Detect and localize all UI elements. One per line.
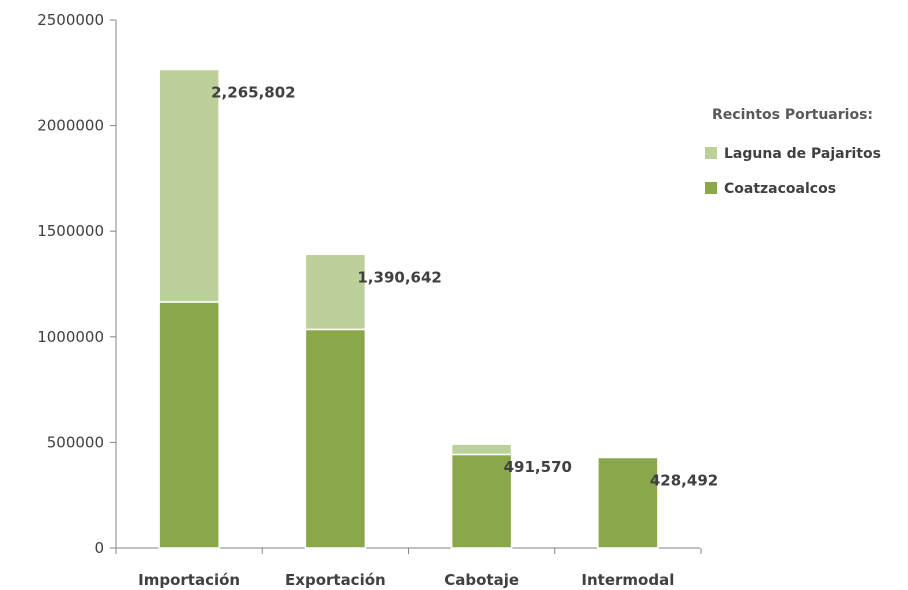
legend-swatch <box>705 147 717 159</box>
bar-segment <box>450 453 513 549</box>
x-category-label: Cabotaje <box>444 571 519 589</box>
legend-swatch <box>705 182 717 194</box>
x-category-label: Exportación <box>285 571 386 589</box>
y-tick-label: 2000000 <box>37 117 104 135</box>
bar-segment <box>304 328 367 549</box>
y-tick-label: 500000 <box>47 433 104 451</box>
legend-label: Coatzacoalcos <box>724 181 836 197</box>
bar-segment <box>450 443 513 456</box>
total-data-label: 1,390,642 <box>357 268 441 286</box>
total-data-label: 428,492 <box>650 472 718 490</box>
total-data-label: 2,265,802 <box>211 83 295 101</box>
total-labels: 2,265,802 1,390,642 491,570 428,492 <box>211 83 718 489</box>
y-tick-label: 1000000 <box>37 328 104 346</box>
legend: Recintos Portuarios: Laguna de Pajaritos… <box>705 107 881 197</box>
bar-segment <box>597 456 659 549</box>
x-axis: Importación Exportación Cabotaje Intermodal <box>115 547 702 589</box>
y-axis: 0 500000 1000000 1500000 2000000 2500000 <box>37 11 117 557</box>
bar-segment <box>158 301 220 549</box>
y-tick-label: 2500000 <box>37 11 104 29</box>
x-category-label: Intermodal <box>581 571 674 589</box>
x-category-label: Importación <box>138 571 240 589</box>
bars <box>158 68 659 549</box>
y-tick-label: 0 <box>94 539 104 557</box>
y-tick-label: 1500000 <box>37 222 104 240</box>
legend-label: Laguna de Pajaritos <box>724 146 881 162</box>
legend-title: Recintos Portuarios: <box>712 107 873 123</box>
bar-segment <box>158 68 220 303</box>
total-data-label: 491,570 <box>504 458 572 476</box>
bar-segment <box>304 253 367 331</box>
